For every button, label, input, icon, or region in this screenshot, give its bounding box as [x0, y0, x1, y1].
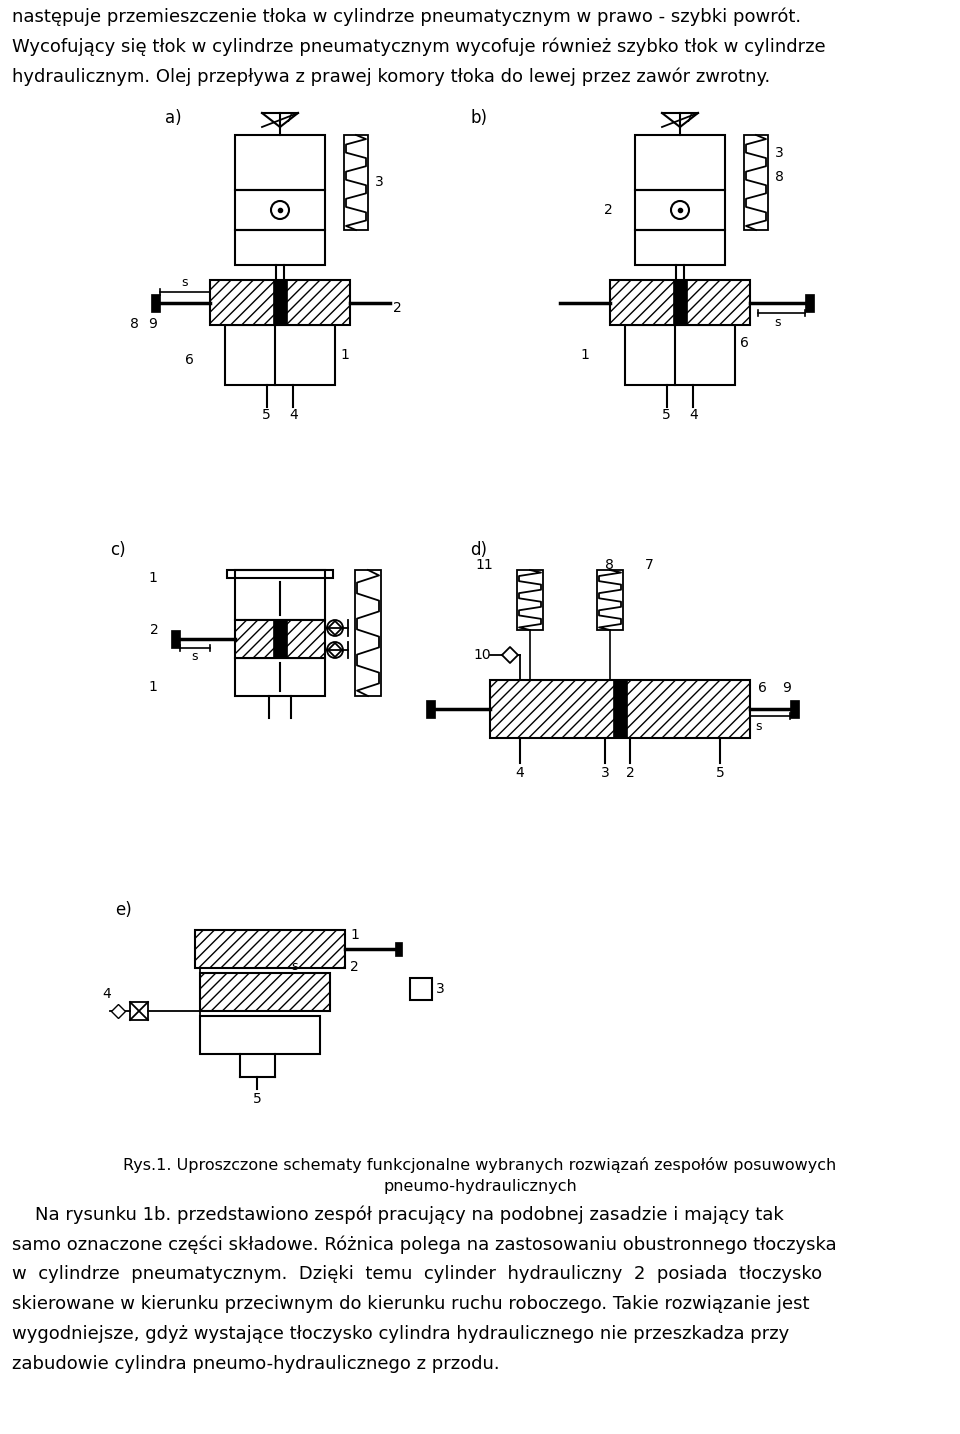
- Text: d): d): [470, 541, 487, 559]
- Text: 10: 10: [473, 648, 491, 663]
- Text: 1: 1: [340, 348, 348, 361]
- Bar: [235, 569, 325, 619]
- Text: 2: 2: [626, 766, 635, 780]
- Text: samo oznaczone części składowe. Różnica polega na zastosowaniu obustronnego tłoc: samo oznaczone części składowe. Różnica …: [12, 1235, 836, 1253]
- Text: Na rysunku 1b. przedstawiono zespół pracujący na podobnej zasadzie i mający tak: Na rysunku 1b. przedstawiono zespół prac…: [12, 1205, 783, 1223]
- Bar: [225, 326, 335, 384]
- Bar: [805, 294, 814, 311]
- Text: w  cylindrze  pneumatycznym.  Dzięki  temu  cylinder  hydrauliczny  2  posiada  : w cylindrze pneumatycznym. Dzięki temu c…: [12, 1265, 822, 1283]
- Bar: [195, 931, 345, 968]
- Text: hydraulicznym. Olej przepływa z prawej komory tłoka do lewej przez zawór zwrotny: hydraulicznym. Olej przepływa z prawej k…: [12, 67, 770, 86]
- Bar: [635, 229, 725, 265]
- Text: 4: 4: [689, 409, 698, 422]
- Bar: [130, 1002, 148, 1020]
- Bar: [171, 630, 180, 648]
- Bar: [235, 135, 325, 189]
- Text: 4: 4: [516, 766, 524, 780]
- Bar: [235, 189, 325, 229]
- Text: a): a): [165, 109, 181, 128]
- Text: 5: 5: [715, 766, 725, 780]
- Text: 4: 4: [289, 409, 298, 422]
- Text: 3: 3: [375, 175, 384, 189]
- Text: 5: 5: [262, 409, 271, 422]
- Text: 8: 8: [775, 171, 784, 184]
- Bar: [744, 135, 768, 229]
- Text: 9: 9: [148, 317, 156, 331]
- Bar: [273, 619, 287, 658]
- Text: 8: 8: [130, 317, 139, 331]
- Bar: [426, 700, 435, 718]
- Bar: [355, 569, 381, 695]
- Text: 1: 1: [580, 348, 588, 361]
- Text: 3: 3: [436, 982, 444, 997]
- Bar: [151, 294, 160, 311]
- Bar: [410, 978, 432, 999]
- Text: 7: 7: [685, 110, 694, 125]
- Text: 7: 7: [645, 558, 654, 572]
- Bar: [235, 229, 325, 265]
- Text: s: s: [181, 275, 188, 290]
- Bar: [395, 942, 402, 956]
- Text: skierowane w kierunku przeciwnym do kierunku ruchu roboczego. Takie rozwiązanie : skierowane w kierunku przeciwnym do kier…: [12, 1295, 809, 1314]
- Text: e): e): [115, 901, 132, 919]
- Text: 1: 1: [148, 571, 156, 585]
- Bar: [673, 280, 687, 326]
- Bar: [597, 569, 623, 630]
- Bar: [490, 680, 750, 739]
- Text: 5: 5: [252, 1093, 261, 1106]
- Text: 9: 9: [782, 681, 791, 695]
- Bar: [273, 280, 287, 326]
- Text: c): c): [110, 541, 126, 559]
- Text: b): b): [470, 109, 487, 128]
- Bar: [635, 189, 725, 229]
- Text: następuje przemieszczenie tłoka w cylindrze pneumatycznym w prawo - szybki powró: następuje przemieszczenie tłoka w cylind…: [12, 9, 802, 26]
- Bar: [344, 135, 368, 229]
- Text: 3: 3: [601, 766, 610, 780]
- Text: wygodniejsze, gdyż wystające tłoczysko cylindra hydraulicznego nie przeszkadza p: wygodniejsze, gdyż wystające tłoczysko c…: [12, 1325, 789, 1344]
- Bar: [517, 569, 543, 630]
- Bar: [235, 619, 325, 658]
- Text: 6: 6: [758, 681, 767, 695]
- Text: s: s: [755, 720, 761, 734]
- Text: zabudowie cylindra pneumo-hydraulicznego z przodu.: zabudowie cylindra pneumo-hydraulicznego…: [12, 1355, 499, 1372]
- Text: 1: 1: [148, 680, 156, 694]
- Text: 7: 7: [285, 110, 294, 125]
- Bar: [227, 569, 333, 578]
- Bar: [200, 1017, 320, 1054]
- Text: 8: 8: [605, 558, 613, 572]
- Text: 6: 6: [185, 353, 194, 367]
- Bar: [613, 680, 627, 739]
- Bar: [635, 135, 725, 189]
- Text: 1: 1: [790, 703, 799, 716]
- Text: 2: 2: [150, 622, 158, 637]
- Text: s: s: [775, 315, 780, 328]
- Text: 3: 3: [775, 146, 783, 161]
- Bar: [625, 326, 735, 384]
- Text: Wycofujący się tłok w cylindrze pneumatycznym wycofuje również szybko tłok w cyl: Wycofujący się tłok w cylindrze pneumaty…: [12, 37, 826, 56]
- Text: 2: 2: [393, 301, 401, 314]
- Text: s: s: [192, 651, 199, 664]
- Text: 2: 2: [350, 959, 359, 974]
- Text: 11: 11: [475, 558, 492, 572]
- Text: Rys.1. Uproszczone schematy funkcjonalne wybranych rozwiązań zespołów posuwowych: Rys.1. Uproszczone schematy funkcjonalne…: [124, 1157, 836, 1173]
- Text: s: s: [292, 961, 299, 974]
- Text: 2: 2: [604, 204, 613, 217]
- Text: 1: 1: [350, 928, 359, 942]
- Text: pneumo-hydraulicznych: pneumo-hydraulicznych: [383, 1179, 577, 1195]
- Bar: [210, 280, 350, 326]
- Text: 6: 6: [740, 336, 749, 350]
- Bar: [790, 700, 799, 718]
- Bar: [610, 280, 750, 326]
- Text: 4: 4: [102, 987, 110, 1001]
- Bar: [200, 974, 330, 1011]
- Bar: [235, 658, 325, 695]
- Text: 5: 5: [662, 409, 671, 422]
